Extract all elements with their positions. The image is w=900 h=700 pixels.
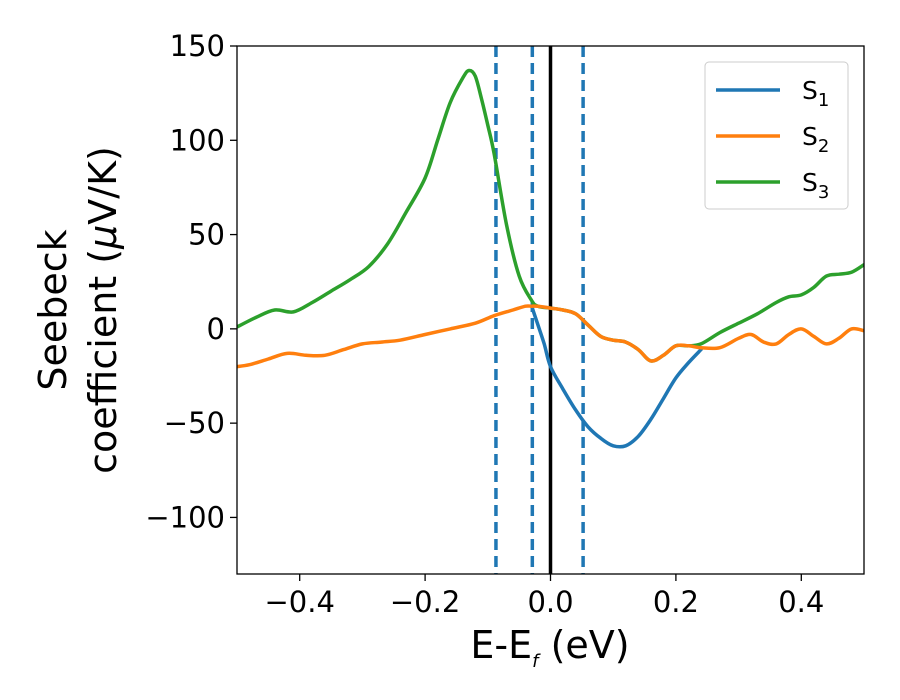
x-tick-label: 0.0 — [527, 585, 573, 619]
legend: S1 S2 S3 — [704, 61, 849, 210]
y-axis-title-suffix: V/K) — [81, 146, 125, 225]
x-tick-label: −0.4 — [264, 585, 334, 619]
y-axis-title-prefix: coefficient ( — [81, 249, 125, 474]
x-tick-label: −0.2 — [390, 585, 460, 619]
legend-label-S2: S2 — [802, 122, 829, 157]
y-tick-label: −100 — [145, 500, 225, 534]
y-axis: −100 −50 0 50 100 150 — [145, 29, 237, 534]
x-axis: −0.4 −0.2 0.0 0.2 0.4 — [264, 574, 824, 619]
y-axis-title-line2: coefficient (μV/K) — [81, 146, 125, 474]
y-tick-label: 50 — [188, 218, 225, 252]
x-axis-title-unit: (eV) — [538, 623, 629, 667]
x-axis-title-main: E-E — [470, 623, 532, 667]
y-axis-title: Seebeck coefficient (μV/K) — [31, 146, 125, 474]
legend-label-S3: S3 — [802, 168, 829, 203]
series-line-S2 — [237, 304, 864, 369]
x-axis-title-subscript: f — [532, 651, 541, 672]
data-series — [237, 68, 864, 449]
y-tick-label: 100 — [170, 123, 225, 157]
y-tick-label: 150 — [170, 29, 225, 63]
x-axis-title: E-Ef (eV) — [470, 623, 629, 672]
x-tick-label: 0.2 — [653, 585, 699, 619]
y-axis-title-mu: μ — [81, 225, 125, 250]
y-tick-label: −50 — [164, 406, 225, 440]
series-line-S1 — [529, 304, 703, 449]
x-tick-label: 0.4 — [778, 585, 824, 619]
y-axis-title-line1: Seebeck — [31, 229, 75, 390]
legend-label-S1: S1 — [802, 76, 829, 111]
y-tick-label: 0 — [207, 312, 225, 346]
